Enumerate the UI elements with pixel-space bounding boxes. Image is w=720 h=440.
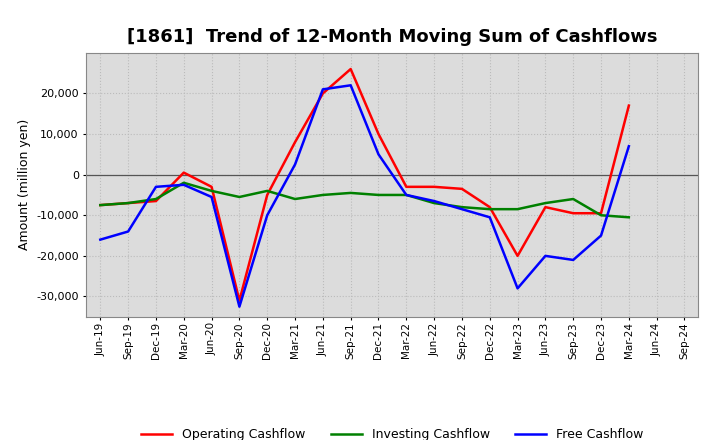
Line: Investing Cashflow: Investing Cashflow	[100, 183, 629, 217]
Operating Cashflow	[402, 184, 410, 190]
Operating Cashflow	[318, 91, 327, 96]
Investing Cashflow	[263, 188, 271, 194]
Free Cashflow	[402, 192, 410, 198]
Investing Cashflow	[291, 196, 300, 202]
Operating Cashflow	[207, 184, 216, 190]
Investing Cashflow	[597, 213, 606, 218]
Investing Cashflow	[124, 201, 132, 206]
Investing Cashflow	[207, 188, 216, 194]
Investing Cashflow	[485, 206, 494, 212]
Investing Cashflow	[513, 206, 522, 212]
Free Cashflow	[235, 304, 243, 309]
Free Cashflow	[318, 87, 327, 92]
Free Cashflow	[207, 194, 216, 200]
Free Cashflow	[291, 162, 300, 167]
Line: Operating Cashflow: Operating Cashflow	[100, 69, 629, 301]
Operating Cashflow	[513, 253, 522, 259]
Investing Cashflow	[318, 192, 327, 198]
Investing Cashflow	[402, 192, 410, 198]
Operating Cashflow	[374, 132, 383, 137]
Investing Cashflow	[458, 205, 467, 210]
Investing Cashflow	[96, 202, 104, 208]
Free Cashflow	[124, 229, 132, 234]
Free Cashflow	[541, 253, 550, 259]
Free Cashflow	[374, 152, 383, 157]
Investing Cashflow	[374, 192, 383, 198]
Investing Cashflow	[235, 194, 243, 200]
Operating Cashflow	[569, 211, 577, 216]
Operating Cashflow	[235, 298, 243, 303]
Investing Cashflow	[346, 190, 355, 195]
Investing Cashflow	[430, 201, 438, 206]
Free Cashflow	[179, 182, 188, 187]
Free Cashflow	[152, 184, 161, 190]
Y-axis label: Amount (million yen): Amount (million yen)	[17, 119, 30, 250]
Operating Cashflow	[96, 202, 104, 208]
Operating Cashflow	[124, 201, 132, 206]
Free Cashflow	[569, 257, 577, 263]
Investing Cashflow	[541, 201, 550, 206]
Operating Cashflow	[485, 205, 494, 210]
Free Cashflow	[485, 215, 494, 220]
Investing Cashflow	[152, 196, 161, 202]
Operating Cashflow	[458, 186, 467, 191]
Line: Free Cashflow: Free Cashflow	[100, 85, 629, 307]
Free Cashflow	[597, 233, 606, 238]
Investing Cashflow	[624, 215, 633, 220]
Free Cashflow	[624, 143, 633, 149]
Operating Cashflow	[263, 192, 271, 198]
Operating Cashflow	[541, 205, 550, 210]
Operating Cashflow	[179, 170, 188, 175]
Operating Cashflow	[346, 66, 355, 72]
Free Cashflow	[346, 83, 355, 88]
Operating Cashflow	[624, 103, 633, 108]
Free Cashflow	[96, 237, 104, 242]
Free Cashflow	[263, 213, 271, 218]
Investing Cashflow	[179, 180, 188, 185]
Operating Cashflow	[430, 184, 438, 190]
Operating Cashflow	[597, 211, 606, 216]
Free Cashflow	[430, 198, 438, 204]
Legend: Operating Cashflow, Investing Cashflow, Free Cashflow: Operating Cashflow, Investing Cashflow, …	[136, 423, 649, 440]
Operating Cashflow	[291, 139, 300, 145]
Free Cashflow	[513, 286, 522, 291]
Free Cashflow	[458, 206, 467, 212]
Investing Cashflow	[569, 196, 577, 202]
Title: [1861]  Trend of 12-Month Moving Sum of Cashflows: [1861] Trend of 12-Month Moving Sum of C…	[127, 28, 657, 46]
Operating Cashflow	[152, 198, 161, 204]
